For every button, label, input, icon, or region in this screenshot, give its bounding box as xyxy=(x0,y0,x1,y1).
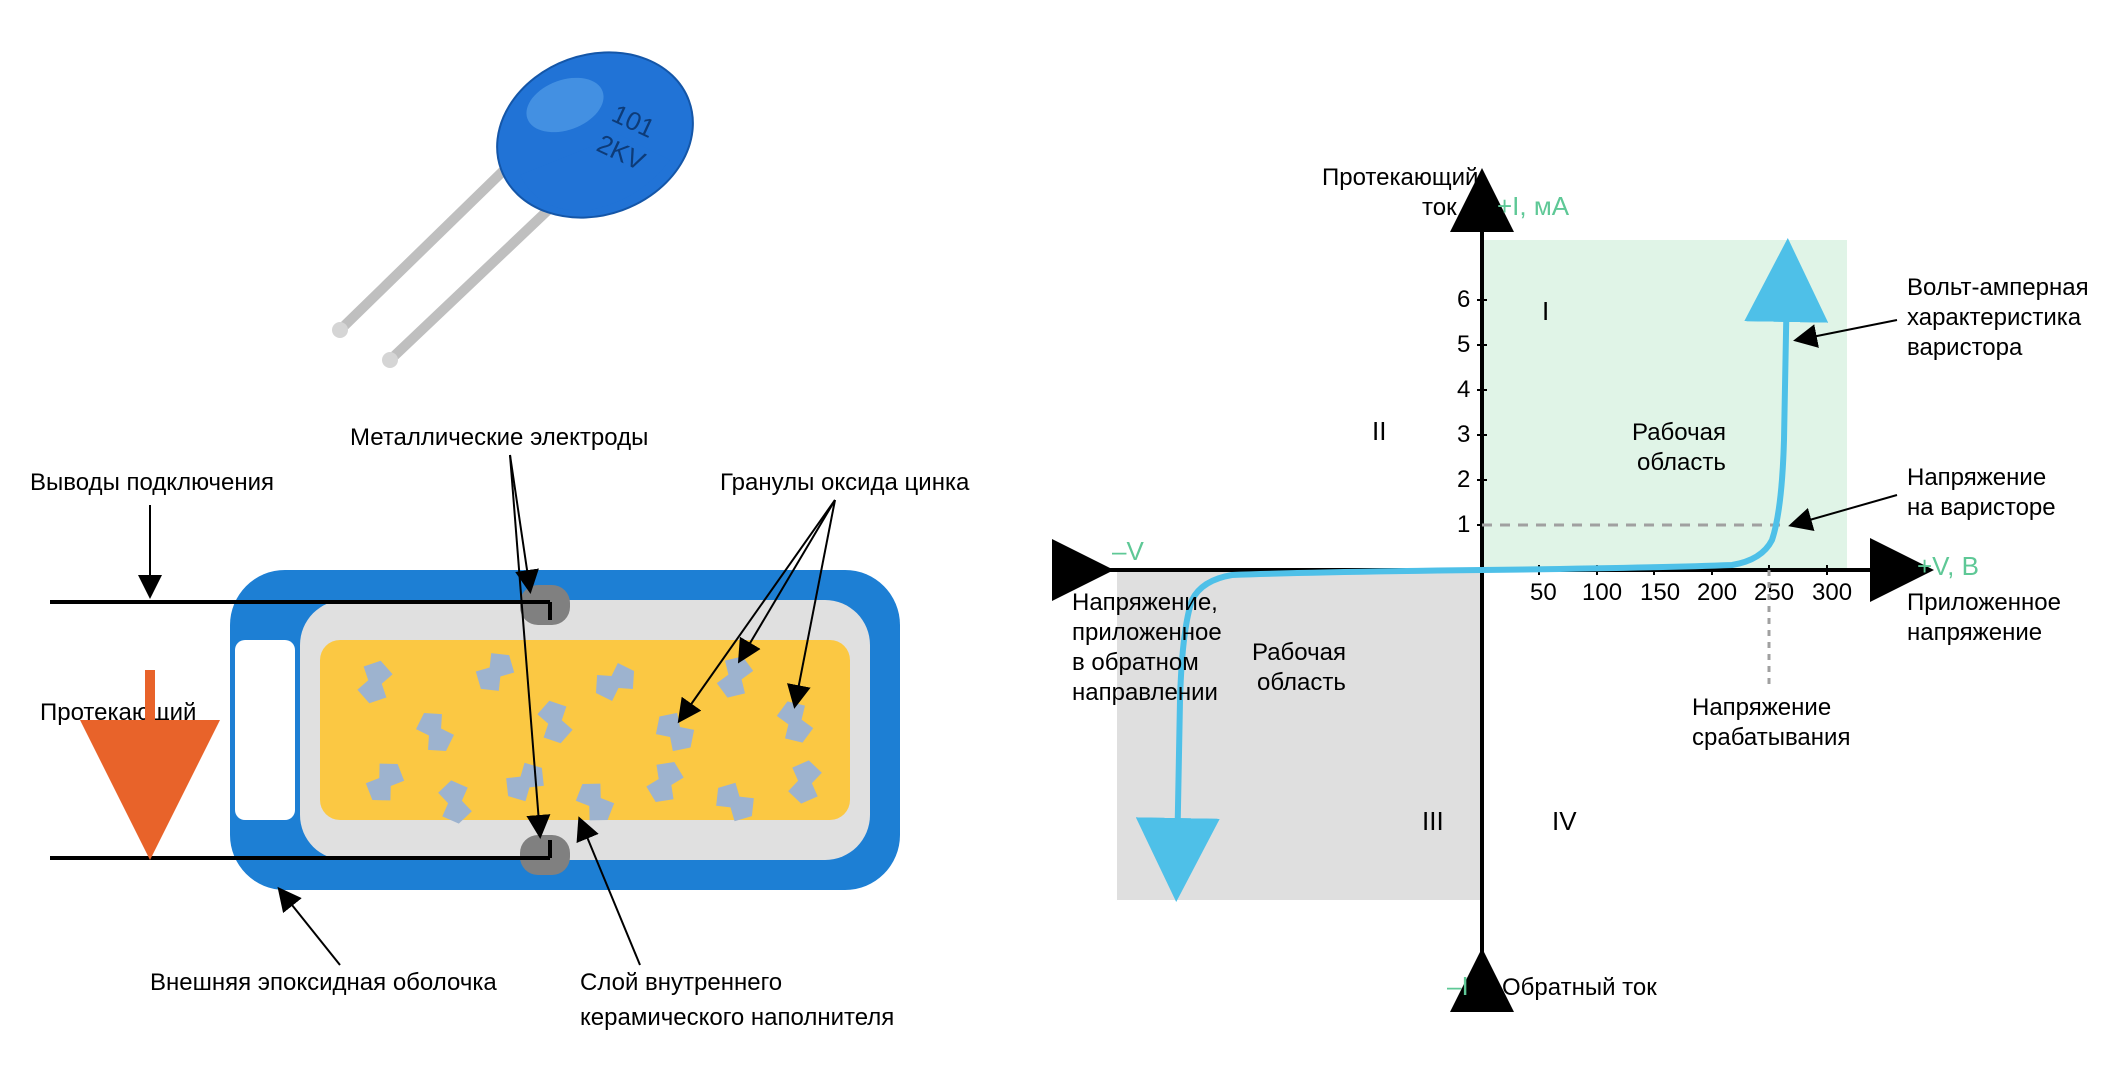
label-ceramic-1: Слой внутреннего xyxy=(580,969,782,996)
svg-text:100: 100 xyxy=(1582,579,1622,606)
label-ceramic-2: керамического наполнителя xyxy=(580,1004,894,1031)
svg-text:200: 200 xyxy=(1697,579,1737,606)
svg-text:5: 5 xyxy=(1457,331,1470,358)
svg-text:1: 1 xyxy=(1457,511,1470,538)
quadrant-1: I xyxy=(1542,296,1549,326)
svg-text:300: 300 xyxy=(1812,579,1852,606)
anno-ivcurve-3: варистора xyxy=(1907,334,2023,361)
label-epoxy: Внешняя эпоксидная оболочка xyxy=(150,969,497,996)
anno-rev-4: направлении xyxy=(1072,679,1218,706)
neg-i-label: –I xyxy=(1447,971,1469,1001)
anno-rev-3: в обратном xyxy=(1072,649,1199,676)
region-neg-1: Рабочая xyxy=(1252,639,1346,666)
svg-text:150: 150 xyxy=(1640,579,1680,606)
label-current-1: Протекающий xyxy=(40,699,196,726)
reverse-current: Обратный ток xyxy=(1502,974,1657,1001)
x-axis-label: +V, В xyxy=(1917,551,1979,581)
iv-chart-panel: 50 100 150 200 250 300 1 2 3 4 5 6 xyxy=(1052,20,2084,1049)
anno-clamp-2: срабатывания xyxy=(1692,724,1850,751)
cross-section xyxy=(50,570,900,890)
anno-vvar-2: на варисторе xyxy=(1907,494,2056,521)
svg-text:6: 6 xyxy=(1457,286,1470,313)
svg-text:2: 2 xyxy=(1457,466,1470,493)
y-ticks: 1 2 3 4 5 6 xyxy=(1457,286,1470,538)
region-positive xyxy=(1482,240,1847,570)
label-leads: Выводы подключения xyxy=(30,469,274,496)
region-pos-2: область xyxy=(1637,449,1726,476)
label-granules: Гранулы оксида цинка xyxy=(720,469,970,496)
anno-ivcurve-1: Вольт-амперная xyxy=(1907,274,2089,301)
region-pos-1: Рабочая xyxy=(1632,419,1726,446)
quadrant-2: II xyxy=(1372,416,1386,446)
region-neg-2: область xyxy=(1257,669,1346,696)
varistor-photo: 101 2KV xyxy=(332,26,716,368)
y-title-1: Протекающий xyxy=(1322,164,1478,191)
x-ticks: 50 100 150 200 250 300 xyxy=(1530,579,1852,606)
x-title-1: Приложенное xyxy=(1907,589,2061,616)
label-current-2: ток xyxy=(110,729,145,756)
y-axis-label: +I, мА xyxy=(1497,191,1570,221)
anno-vvar-1: Напряжение xyxy=(1907,464,2046,491)
svg-text:3: 3 xyxy=(1457,421,1470,448)
svg-text:4: 4 xyxy=(1457,376,1470,403)
anno-rev-2: приложенное xyxy=(1072,619,1222,646)
x-title-2: напряжение xyxy=(1907,619,2042,646)
svg-text:250: 250 xyxy=(1754,579,1794,606)
anno-ivcurve-2: характеристика xyxy=(1907,304,2082,331)
label-electrodes: Металлические электроды xyxy=(350,424,648,451)
anno-rev-1: Напряжение, xyxy=(1072,589,1218,616)
neg-v-label: –V xyxy=(1112,536,1144,566)
quadrant-4: IV xyxy=(1552,806,1577,836)
structure-diagram-panel: 101 2KV xyxy=(20,20,1052,1049)
svg-text:50: 50 xyxy=(1530,579,1557,606)
anno-clamp-1: Напряжение xyxy=(1692,694,1831,721)
y-title-2: ток xyxy=(1422,194,1457,221)
quadrant-3: III xyxy=(1422,806,1444,836)
